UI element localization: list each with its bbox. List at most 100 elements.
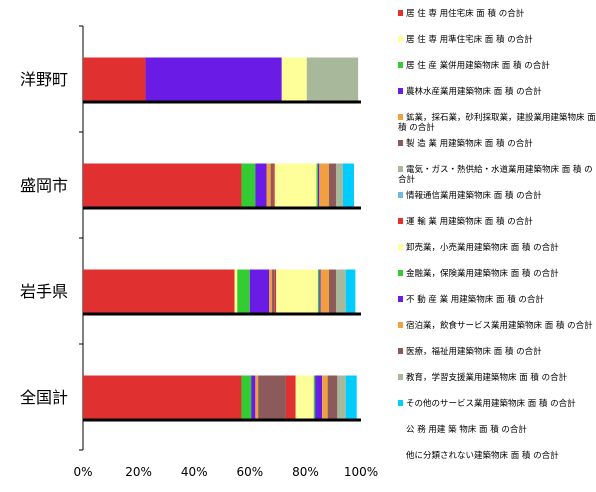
bar-segment — [83, 57, 146, 101]
legend-label: 宿泊業，飲食サービス業用建築物床 面 積 の合計 — [406, 320, 593, 331]
legend-label: 不 動 産 業 用建築物床 面 積 の合計 — [406, 294, 544, 305]
category-label: 全国計 — [20, 388, 68, 407]
bar-segment — [355, 269, 361, 313]
legend-item: 医療，福祉用建築物床 面 積 の合計 — [398, 346, 542, 357]
legend-item: その他のサービス業用建築物床 面 積 の合計 — [398, 398, 576, 409]
bar-segment — [345, 269, 356, 313]
legend-item: 公 務 用建 築 物床 面 積 の合計 — [406, 424, 527, 435]
bar-segment — [234, 269, 238, 313]
bar-segment — [361, 269, 363, 313]
bar-segment — [145, 57, 282, 101]
legend-item: 運 輸 業 用建築物床 面 積 の合計 — [398, 216, 533, 227]
legend-swatch — [398, 218, 403, 224]
legend-label: 金融業，保険業用建築物床 面 積 の合計 — [406, 268, 559, 279]
bar-group — [83, 269, 363, 316]
bar-segment — [345, 375, 357, 419]
bar-segment — [320, 269, 330, 313]
bar-segment — [274, 163, 317, 207]
bar-segment — [269, 269, 273, 313]
legend-label: 居 住 産 業併用建築物床 面 積 の合計 — [406, 60, 550, 71]
x-tick-label: 80% — [292, 465, 319, 479]
bar-segment — [354, 163, 359, 207]
bar-segment — [276, 269, 318, 313]
legend-swatch — [398, 270, 403, 276]
bar-segment — [266, 163, 271, 207]
bar-segment — [319, 269, 321, 313]
bar-segment — [306, 57, 359, 101]
bar-segment — [258, 375, 286, 419]
legend-label: 卸売業，小売業用建築物床 面 積 の合計 — [406, 242, 559, 253]
legend-label: 他に分類されない建築物床 面 積 の合計 — [406, 450, 559, 461]
legend-swatch — [398, 192, 403, 198]
bar-group — [83, 57, 361, 104]
bar-segment — [237, 269, 250, 313]
legend-label: 教育，学習支援業用建築物床 面 積 の合計 — [406, 372, 568, 383]
bar-segment — [335, 269, 346, 313]
legend-item: 製 造 業 用建築物床 面 積 の合計 — [398, 138, 533, 149]
bar-segment — [335, 163, 343, 207]
bar-segment — [255, 163, 267, 207]
legend-item: 居 住 産 業併用建築物床 面 積 の合計 — [398, 60, 550, 71]
legend-label: 情報通信業用建築物床 面 積 の合計 — [406, 190, 542, 201]
legend-swatch — [398, 62, 403, 68]
legend-item: 情報通信業用建築物床 面 積 の合計 — [398, 190, 542, 201]
bar-segment — [241, 163, 256, 207]
legend-label: その他のサービス業用建築物床 面 積 の合計 — [406, 398, 576, 409]
x-tick-label: 100% — [344, 465, 378, 479]
legend-item: 卸売業，小売業用建築物床 面 積 の合計 — [398, 242, 559, 253]
bar-segment — [316, 163, 318, 207]
legend-item: 不 動 産 業 用建築物床 面 積 の合計 — [398, 294, 544, 305]
legend-swatch — [398, 374, 403, 380]
bar-segment — [315, 375, 323, 419]
x-tick-label: 60% — [236, 465, 263, 479]
bar-segment — [358, 57, 361, 101]
bar-group — [83, 375, 363, 422]
bar-segment — [285, 375, 296, 419]
bar-segment — [255, 375, 259, 419]
bar-segment — [322, 375, 328, 419]
bar-segment — [337, 375, 346, 419]
legend-label: 公 務 用建 築 物床 面 積 の合計 — [406, 424, 527, 435]
legend-swatch — [398, 400, 403, 406]
legend-item: 電気・ガス・熱供給・水道業用建築物床 面 積 の合計 — [398, 164, 593, 185]
legend-swatch — [398, 36, 403, 42]
legend-item: 居 住 専 用住宅床 面 積 の合計 — [398, 8, 525, 19]
legend-swatch — [398, 114, 403, 120]
bar-segment — [270, 163, 274, 207]
bar-segment — [83, 375, 242, 419]
x-tick-label: 40% — [181, 465, 208, 479]
legend-item: 居 住 専 用準住宅床 面 積 の合計 — [398, 34, 533, 45]
bar-segment — [281, 57, 307, 101]
x-tick-label: 0% — [73, 465, 92, 479]
legend-item: 教育，学習支援業用建築物床 面 積 の合計 — [398, 372, 568, 383]
bar-segment — [342, 163, 355, 207]
bar-segment — [313, 375, 316, 419]
bar-segment — [295, 375, 314, 419]
legend-label: 居 住 専 用準住宅床 面 積 の合計 — [406, 34, 533, 45]
bar-segment — [251, 375, 256, 419]
legend-swatch — [398, 10, 403, 16]
legend-label: 鉱業，採石業，砂利採取業，建設業用建築物床 面 積 の合計 — [398, 112, 596, 133]
bar-segment — [356, 375, 361, 419]
legend-label: 居 住 専 用住宅床 面 積 の合計 — [406, 8, 525, 19]
legend-swatch — [398, 166, 403, 172]
bar-group — [83, 163, 361, 210]
legend-label: 医療，福祉用建築物床 面 積 の合計 — [406, 346, 542, 357]
bar-segment — [272, 269, 275, 313]
bar-segment — [249, 269, 270, 313]
legend-swatch — [398, 296, 403, 302]
legend-swatch — [398, 140, 403, 146]
bar-segment — [317, 269, 320, 313]
bar-segment — [273, 163, 275, 207]
legend-label: 農林水産業用建築物床 面 積 の合計 — [406, 86, 542, 97]
legend-item: 金融業，保険業用建築物床 面 積 の合計 — [398, 268, 559, 279]
category-label: 盛岡市 — [20, 176, 68, 195]
legend-item: 他に分類されない建築物床 面 積 の合計 — [406, 450, 559, 461]
bar-segment — [241, 375, 252, 419]
legend-swatch — [398, 88, 403, 94]
legend-item: 鉱業，採石業，砂利採取業，建設業用建築物床 面 積 の合計 — [398, 112, 596, 133]
bar-segment — [329, 269, 336, 313]
